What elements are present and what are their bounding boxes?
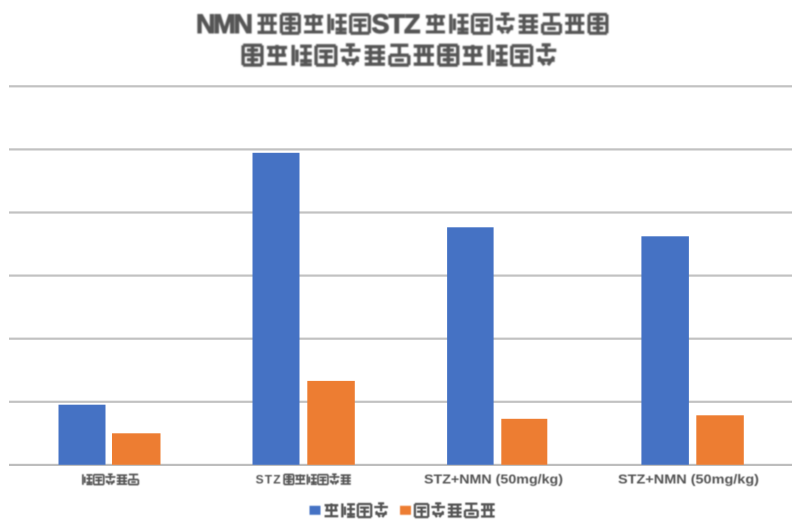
svg-text:STZ: STZ [372, 9, 421, 39]
svg-text:STZ: STZ [256, 472, 281, 486]
svg-text:STZ+NMN (50mg/kg): STZ+NMN (50mg/kg) [424, 472, 563, 486]
svg-text:NMN: NMN [196, 9, 253, 39]
svg-text:STZ+NMN (50mg/kg): STZ+NMN (50mg/kg) [618, 472, 759, 486]
